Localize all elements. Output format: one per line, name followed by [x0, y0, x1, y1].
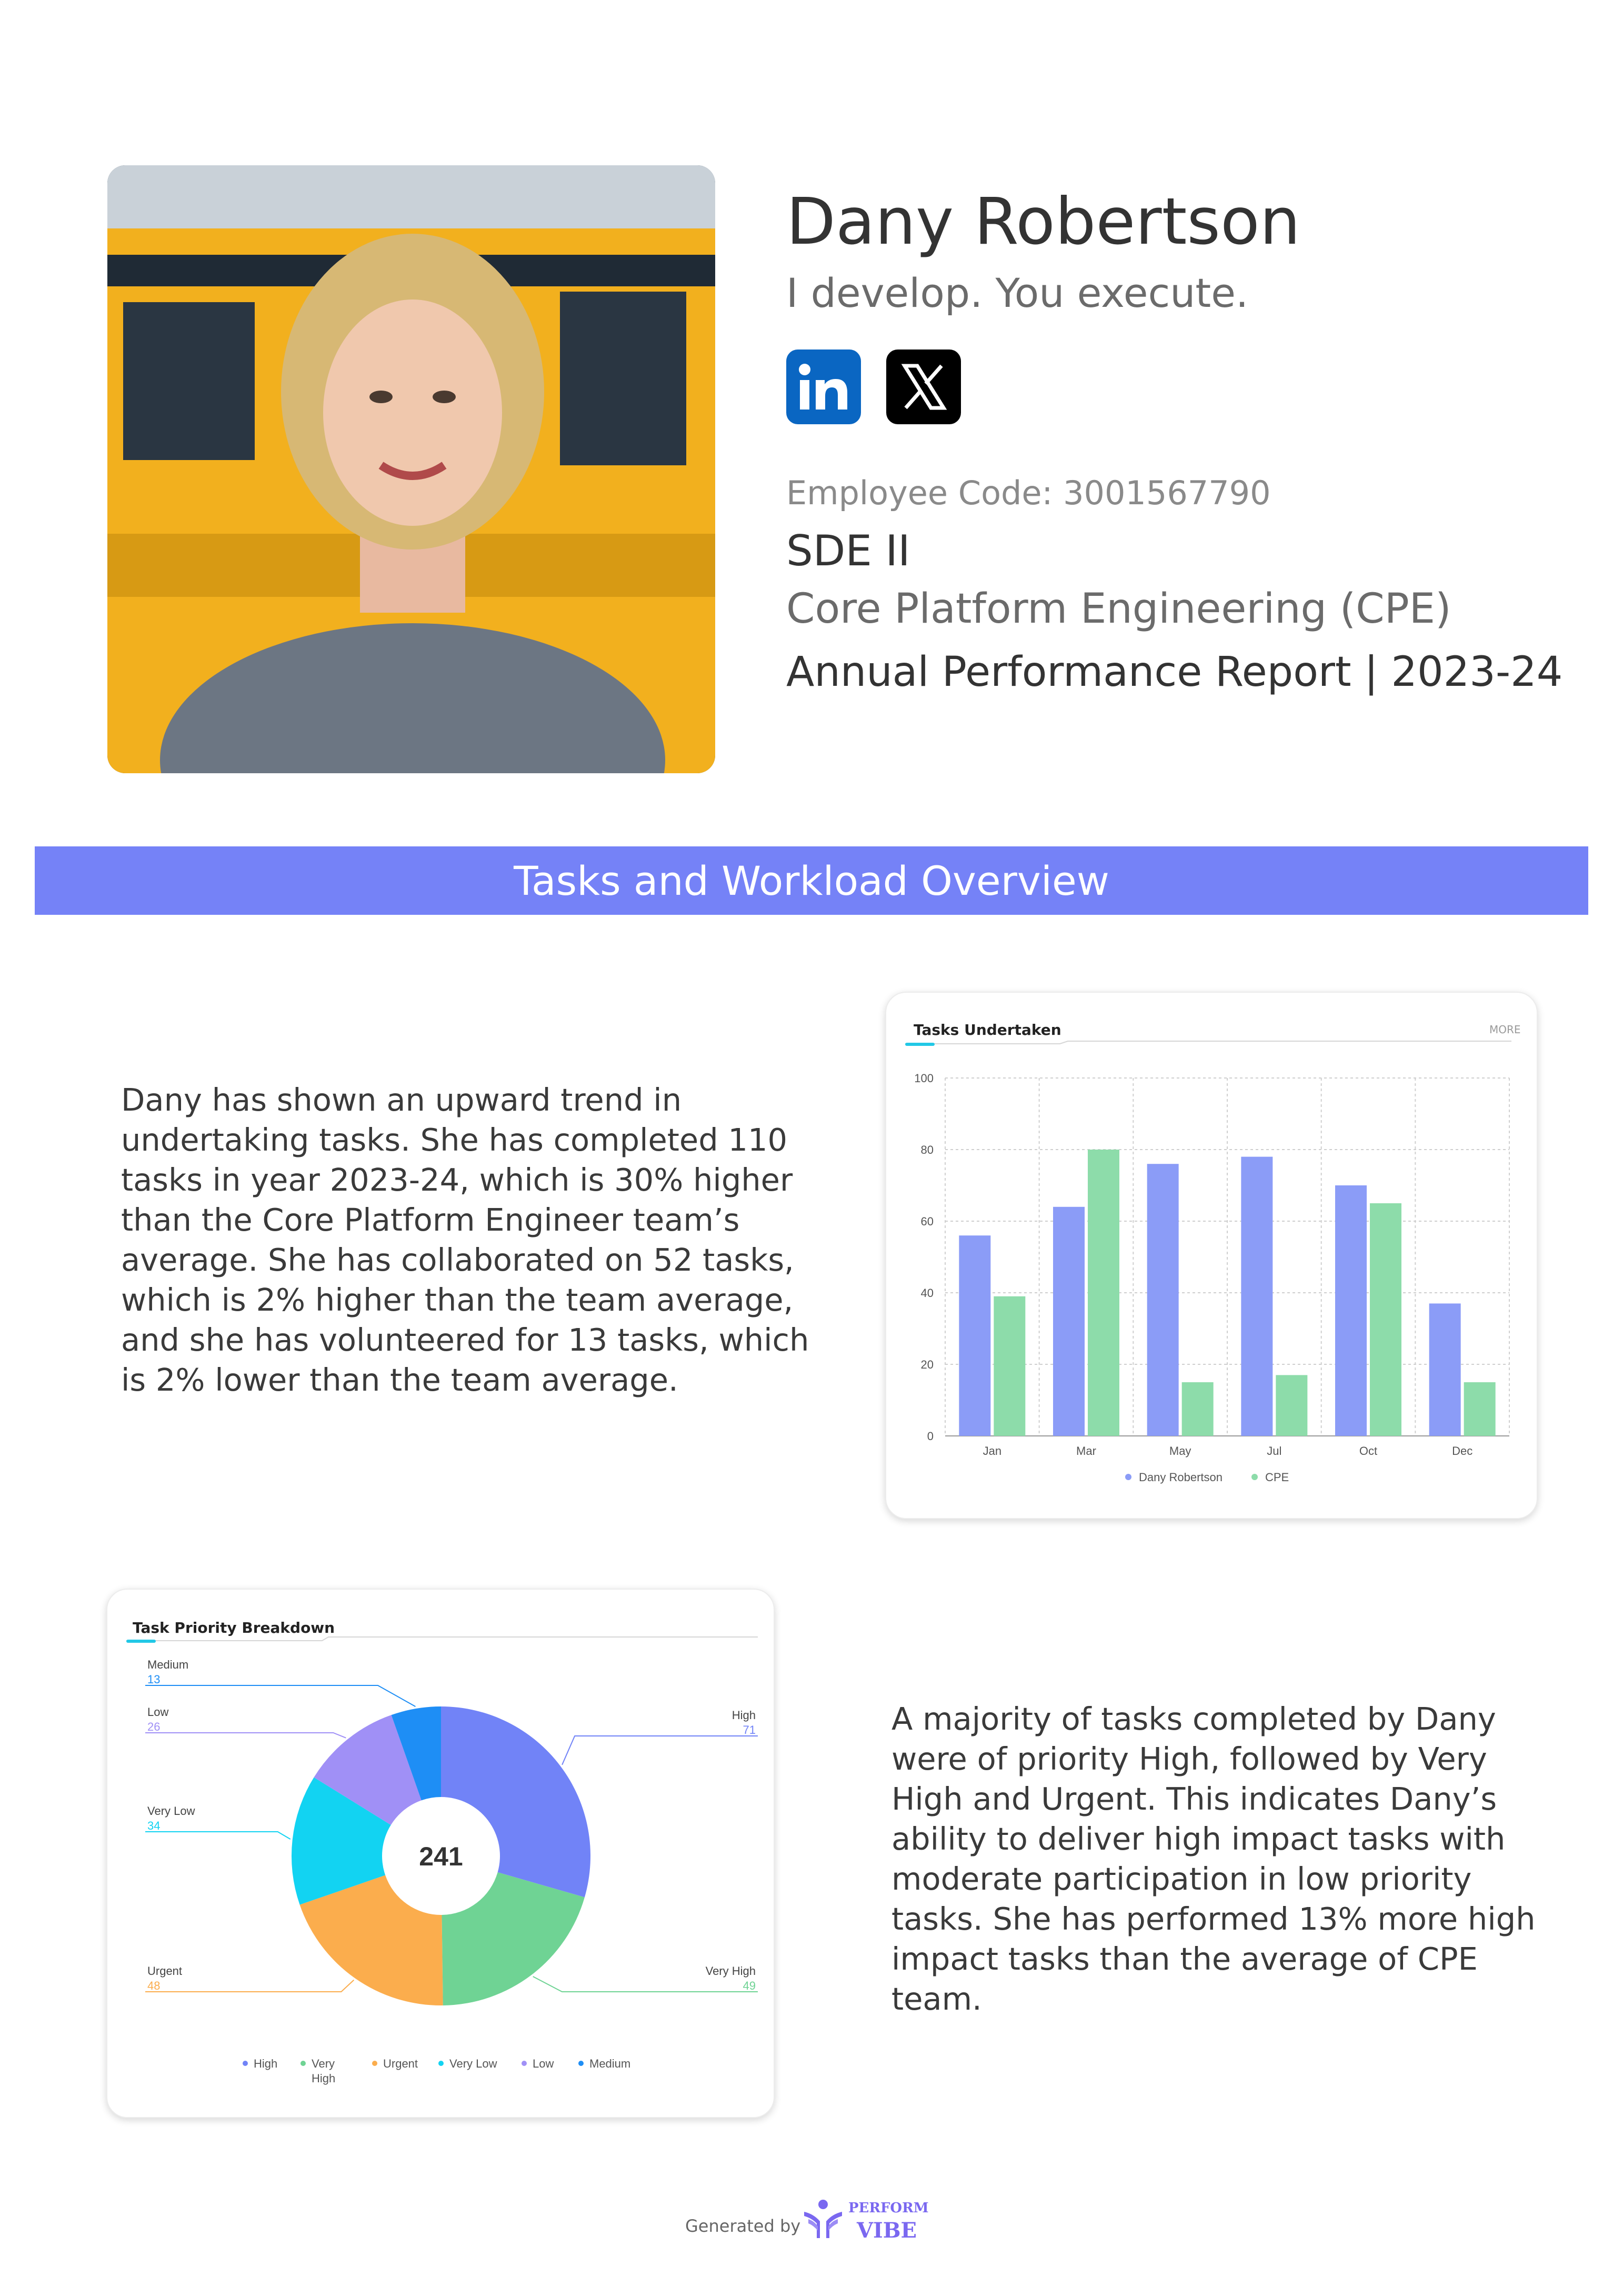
pie-label-name: Urgent [147, 1964, 182, 1978]
legend-label: Low [533, 2057, 554, 2070]
employee-tagline: I develop. You execute. [786, 269, 1249, 316]
legend-label: Medium [589, 2057, 630, 2070]
x-icon [901, 364, 947, 410]
employee-department: Core Platform Engineering (CPE) [786, 585, 1451, 633]
pie-label-value: 26 [147, 1720, 160, 1733]
legend-marker [372, 2061, 377, 2066]
y-tick-label: 40 [921, 1286, 934, 1300]
legend-marker [1251, 1474, 1258, 1480]
legend-label: High [312, 2072, 335, 2085]
x-tick-label: Mar [1076, 1444, 1096, 1458]
y-tick-label: 100 [914, 1072, 934, 1085]
bar-dany-jul [1241, 1156, 1273, 1436]
bar-dany-may [1147, 1164, 1179, 1436]
bar-chart-title: Tasks Undertaken [914, 1021, 1061, 1039]
y-tick-label: 80 [921, 1143, 934, 1156]
pie-label-value: 71 [743, 1723, 756, 1736]
bar-dany-mar [1053, 1206, 1085, 1436]
generated-by-label: Generated by [685, 2216, 801, 2236]
legend-marker [438, 2061, 444, 2066]
pie-leader-line [562, 1735, 758, 1765]
x-tick-label: Jul [1267, 1444, 1281, 1458]
x-button[interactable] [886, 350, 961, 424]
legend-label: Very [312, 2057, 335, 2070]
pie-chart-title: Task Priority Breakdown [133, 1619, 335, 1636]
linkedin-icon [799, 364, 847, 410]
y-tick-label: 60 [921, 1215, 934, 1228]
pie-label-name: High [732, 1709, 756, 1722]
legend-label: Dany Robertson [1139, 1471, 1223, 1484]
x-tick-label: Oct [1359, 1444, 1377, 1458]
legend-marker [243, 2061, 248, 2066]
legend-label: Very Low [449, 2057, 497, 2070]
bar-cpe-mar [1088, 1150, 1119, 1436]
legend-marker [578, 2061, 584, 2066]
pie-label-value: 34 [147, 1819, 160, 1832]
performvibe-logo-icon [804, 2200, 842, 2238]
pie-label-value: 48 [147, 1979, 160, 1992]
x-tick-label: May [1169, 1444, 1191, 1458]
section-banner: Tasks and Workload Overview [35, 846, 1588, 915]
bar-dany-jan [959, 1235, 991, 1436]
pie-slice-low [314, 1715, 422, 1825]
employee-role: SDE II [786, 526, 910, 575]
report-title: Annual Performance Report | 2023-24 [786, 648, 1563, 696]
pie-leader-line [145, 1732, 346, 1739]
legend-marker [522, 2061, 527, 2066]
legend-marker [300, 2061, 306, 2066]
bar-cpe-jan [994, 1296, 1026, 1436]
employee-name: Dany Robertson [786, 184, 1300, 259]
header-divider [126, 1636, 758, 1641]
priority-summary-text: A majority of tasks completed by Dany we… [891, 1701, 1536, 2017]
tasks-undertaken-chart: 0 20 40 60 80 100 Jan Mar May Jul Oct Dec Dany Rober… [905, 1041, 1511, 1484]
profile-photo [107, 165, 715, 773]
header-accent [126, 1640, 156, 1643]
pie-slice-medium [391, 1706, 441, 1801]
task-priority-card: 241 High 71 Very High 49 Urgent 48 Very Low 34 Lo… [106, 1589, 775, 2118]
more-link[interactable]: MORE [1489, 1023, 1521, 1036]
pie-label-value: 49 [743, 1979, 756, 1992]
pie-label-name: Medium [147, 1658, 188, 1671]
pie-total: 241 [419, 1842, 463, 1871]
pie-leader-line [145, 1685, 416, 1707]
pie-slice-high [441, 1706, 590, 1898]
pie-label-name: Very High [706, 1964, 756, 1978]
y-tick-label: 0 [927, 1430, 934, 1443]
pie-leader-line [145, 1831, 291, 1840]
logo-word-vibe: VIBE [857, 2218, 917, 2243]
header-divider [905, 1041, 1511, 1044]
legend-marker [1125, 1474, 1131, 1480]
employee-code: Employee Code: 3001567790 [786, 474, 1271, 512]
x-tick-label: Jan [983, 1444, 1001, 1458]
pie-label-name: Low [147, 1705, 168, 1719]
legend-label: Urgent [383, 2057, 418, 2070]
logo-word-perform: PERFORM [848, 2200, 929, 2216]
linkedin-button[interactable] [786, 350, 861, 424]
pie-slice-very-high [442, 1872, 585, 2005]
header-accent [905, 1043, 935, 1046]
bar-cpe-jul [1276, 1375, 1308, 1436]
tasks-summary-text: Dany has shown an upward trend in undert… [121, 1082, 809, 1398]
pie-slice-urgent [299, 1875, 443, 2005]
section-title: Tasks and Workload Overview [514, 857, 1109, 904]
tasks-undertaken-card: 0 20 40 60 80 100 Jan Mar May Jul Oct Dec Dany Rober… [885, 992, 1538, 1519]
bar-dany-oct [1335, 1185, 1367, 1436]
bar-cpe-oct [1370, 1203, 1401, 1436]
legend-label: CPE [1265, 1471, 1289, 1484]
bar-dany-dec [1429, 1303, 1461, 1436]
bar-cpe-may [1181, 1382, 1214, 1436]
pie-label-name: Very Low [147, 1804, 195, 1818]
legend-label: High [254, 2057, 277, 2070]
y-tick-label: 20 [921, 1358, 934, 1371]
pie-leader-line [533, 1976, 758, 1992]
pie-leader-line [145, 1979, 355, 1992]
pie-label-value: 13 [147, 1673, 160, 1686]
pie-slice-very-low [292, 1777, 391, 1905]
x-tick-label: Dec [1452, 1444, 1472, 1458]
bar-cpe-dec [1464, 1382, 1496, 1436]
